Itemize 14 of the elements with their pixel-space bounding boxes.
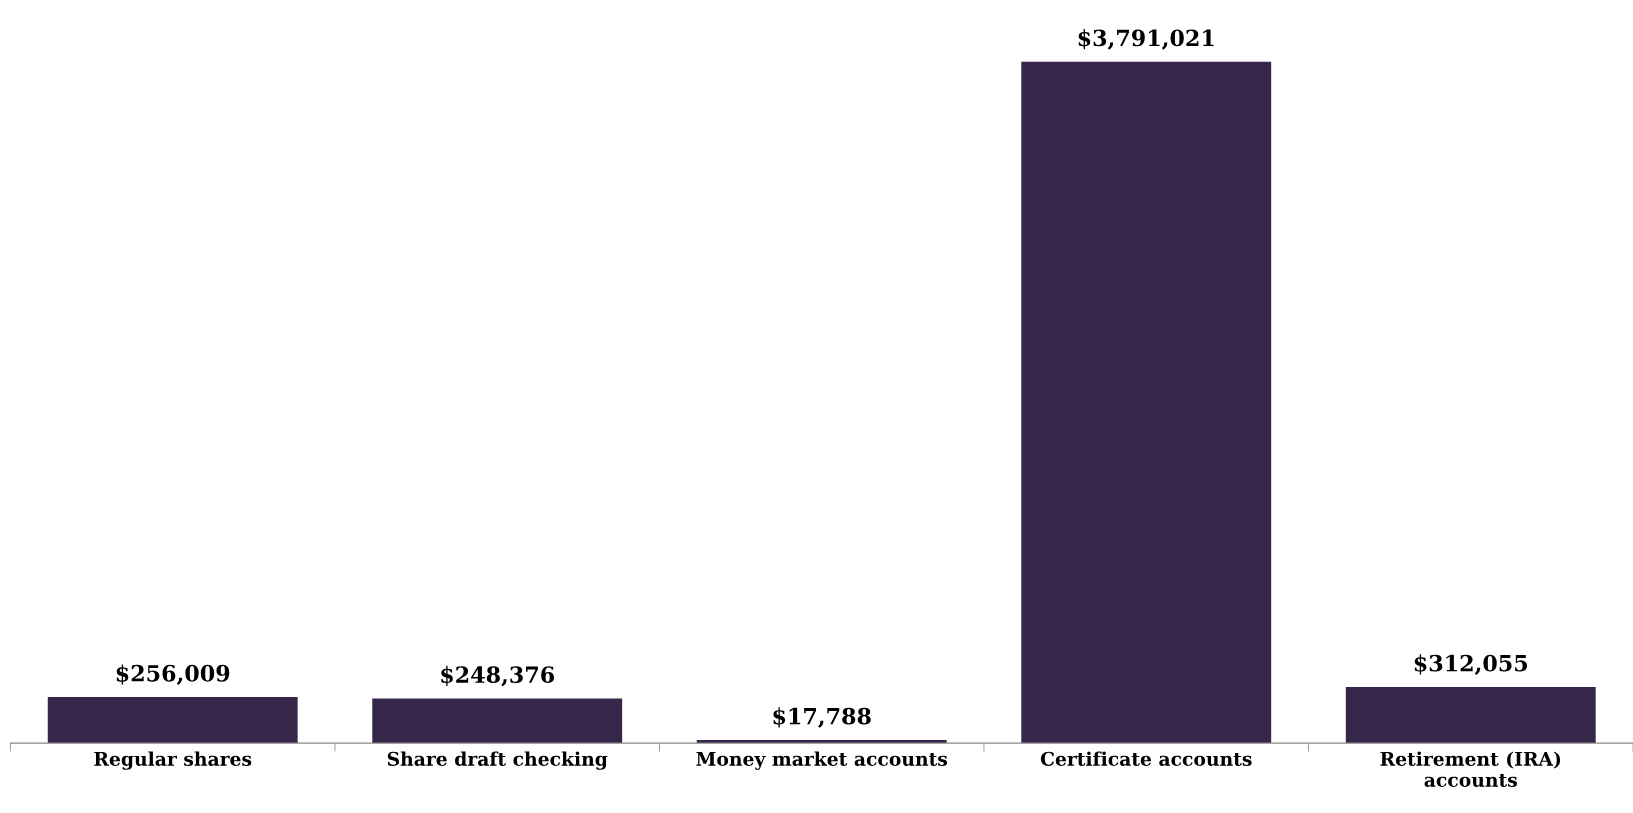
data-label: $256,009: [116, 664, 230, 685]
x-tick-label: Share draft checking: [387, 751, 608, 770]
x-tick-label: Regular shares: [94, 751, 252, 770]
x-tick-label: Money market accounts: [696, 751, 948, 770]
bar: [372, 698, 623, 744]
bar: [1021, 61, 1272, 744]
bar: [1345, 687, 1596, 744]
x-tick-label: Certificate accounts: [1040, 751, 1252, 766]
data-label: $17,788: [773, 707, 871, 728]
data-label: $3,791,021: [1078, 29, 1214, 50]
data-label: $248,376: [441, 665, 555, 687]
x-tick-label: Retirement (IRA) accounts: [1380, 751, 1561, 787]
bar: [47, 697, 298, 744]
data-label: $312,055: [1414, 654, 1528, 675]
